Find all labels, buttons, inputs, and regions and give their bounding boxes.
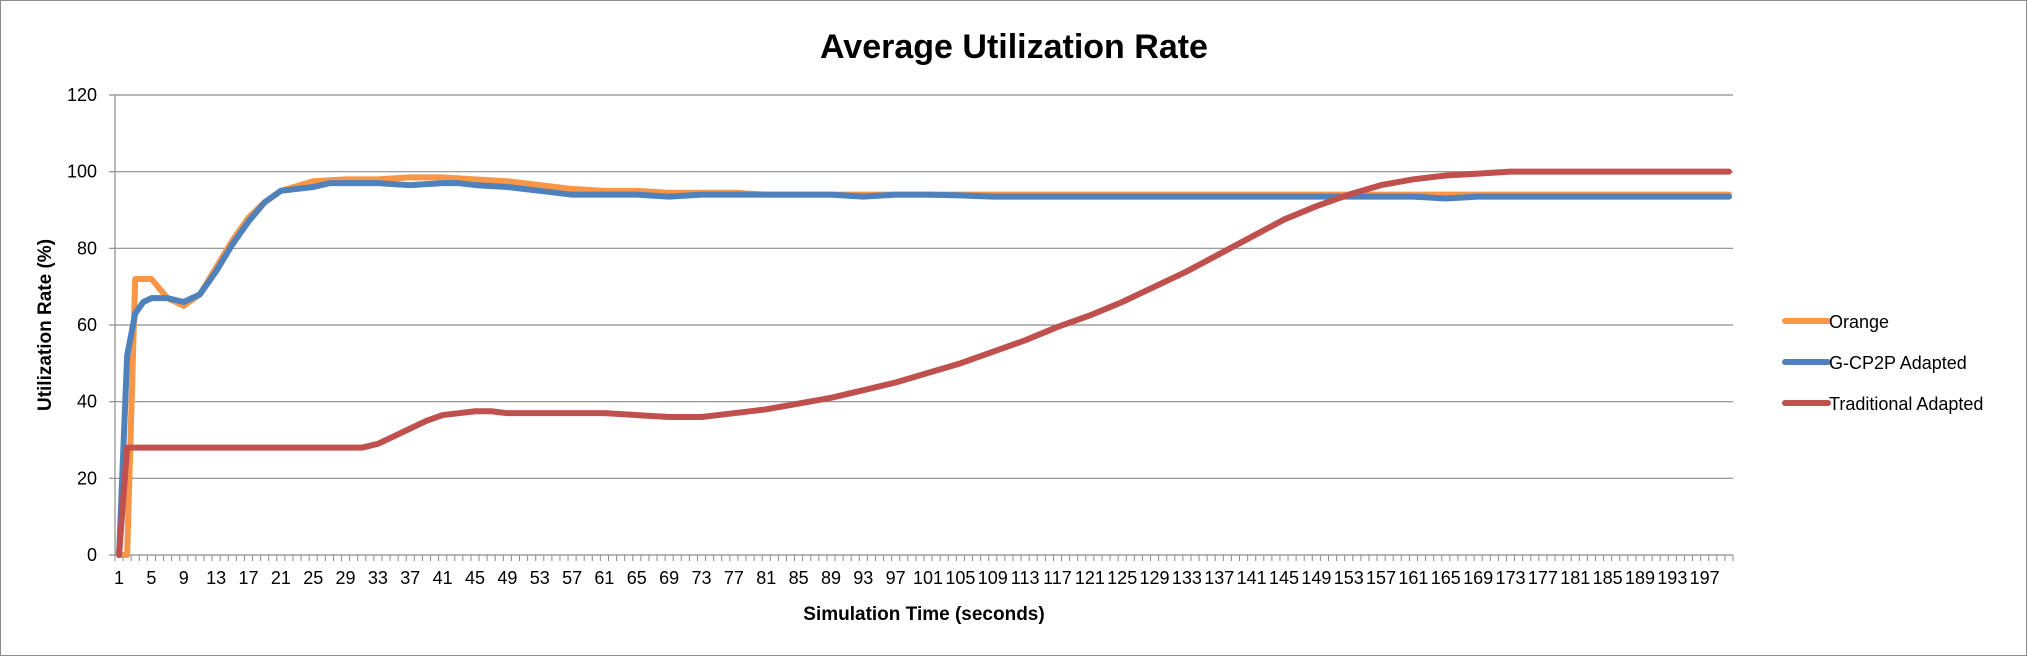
chart-title: Average Utilization Rate — [820, 28, 1208, 66]
x-tick-label: 69 — [659, 568, 679, 588]
y-tick-label: 40 — [77, 392, 97, 412]
x-tick-label: 45 — [465, 568, 485, 588]
series-line — [116, 168, 1732, 558]
x-tick-label: 109 — [978, 568, 1008, 588]
x-tick-label: 161 — [1398, 568, 1428, 588]
x-tick-label: 189 — [1625, 568, 1655, 588]
x-tick-label: 129 — [1140, 568, 1170, 588]
x-tick-label: 29 — [336, 568, 356, 588]
x-tick-label: 157 — [1366, 568, 1396, 588]
x-tick-label: 49 — [497, 568, 517, 588]
x-tick-label: 133 — [1172, 568, 1202, 588]
x-tick-label: 145 — [1269, 568, 1299, 588]
x-tick-label: 197 — [1690, 568, 1720, 588]
x-tick-label: 17 — [238, 568, 258, 588]
x-tick-labels: 1 5 9 13 17 21 25 29 33 37 41 45 49 53 57 61 65 69 73 77 81 8… — [114, 568, 1720, 588]
x-tick-label: 5 — [146, 568, 156, 588]
legend-label: Traditional Adapted — [1829, 394, 1983, 414]
legend: Orange G-CP2P Adapted Traditional Adapted — [1782, 312, 1983, 414]
legend-item: G-CP2P Adapted — [1782, 353, 1967, 373]
x-tick-label: 117 — [1043, 568, 1072, 588]
x-tick-label: 173 — [1496, 568, 1526, 588]
x-tick-label: 177 — [1528, 568, 1558, 588]
legend-item: Orange — [1782, 312, 1889, 332]
y-tick-label: 80 — [77, 238, 97, 258]
series-line — [116, 180, 1732, 558]
x-tick-label: 81 — [756, 568, 776, 588]
x-tick-label: 181 — [1560, 568, 1590, 588]
x-tick-label: 73 — [692, 568, 712, 588]
axes — [109, 94, 1734, 561]
x-tick-label: 1 — [114, 568, 124, 588]
x-tick-label: 33 — [368, 568, 388, 588]
x-tick-label: 77 — [724, 568, 744, 588]
legend-label: Orange — [1829, 312, 1889, 332]
x-tick-label: 185 — [1593, 568, 1623, 588]
series-lines — [116, 168, 1732, 558]
x-tick-label: 141 — [1237, 568, 1267, 588]
x-tick-label: 101 — [913, 568, 943, 588]
x-tick-label: 85 — [789, 568, 809, 588]
x-axis-title: Simulation Time (seconds) — [803, 604, 1044, 625]
series-line — [116, 174, 1732, 558]
x-tick-label: 97 — [886, 568, 906, 588]
x-tick-label: 125 — [1107, 568, 1137, 588]
x-tick-label: 121 — [1075, 568, 1105, 588]
x-tick-label: 153 — [1334, 568, 1364, 588]
x-tick-label: 9 — [179, 568, 189, 588]
x-tick-label: 37 — [400, 568, 420, 588]
x-tick-label: 41 — [433, 568, 453, 588]
x-tick-label: 93 — [853, 568, 873, 588]
gridlines — [115, 94, 1733, 479]
y-tick-label: 60 — [77, 315, 97, 335]
y-tick-label: 120 — [67, 85, 97, 105]
x-tick-label: 57 — [562, 568, 582, 588]
x-tick-label: 89 — [821, 568, 841, 588]
x-tick-label: 137 — [1204, 568, 1234, 588]
x-tick-label: 149 — [1301, 568, 1331, 588]
legend-item: Traditional Adapted — [1782, 394, 1983, 414]
y-tick-labels: 0 20 40 60 80 100 120 — [67, 85, 97, 565]
x-tick-label: 21 — [271, 568, 291, 588]
x-tick-label: 25 — [303, 568, 323, 588]
y-axis-title: Utilization Rate (%) — [35, 239, 56, 411]
x-tick-label: 165 — [1431, 568, 1461, 588]
x-tick-label: 61 — [594, 568, 614, 588]
legend-label: G-CP2P Adapted — [1829, 353, 1967, 373]
y-tick-label: 100 — [67, 162, 97, 182]
x-tick-label: 65 — [627, 568, 647, 588]
y-tick-label: 20 — [77, 468, 97, 488]
x-tick-label: 105 — [945, 568, 975, 588]
x-tick-label: 169 — [1463, 568, 1493, 588]
x-tick-label: 13 — [206, 568, 226, 588]
x-tick-label: 53 — [530, 568, 550, 588]
x-tick-label: 193 — [1657, 568, 1687, 588]
y-tick-label: 0 — [87, 545, 97, 565]
x-tick-label: 113 — [1011, 568, 1040, 588]
